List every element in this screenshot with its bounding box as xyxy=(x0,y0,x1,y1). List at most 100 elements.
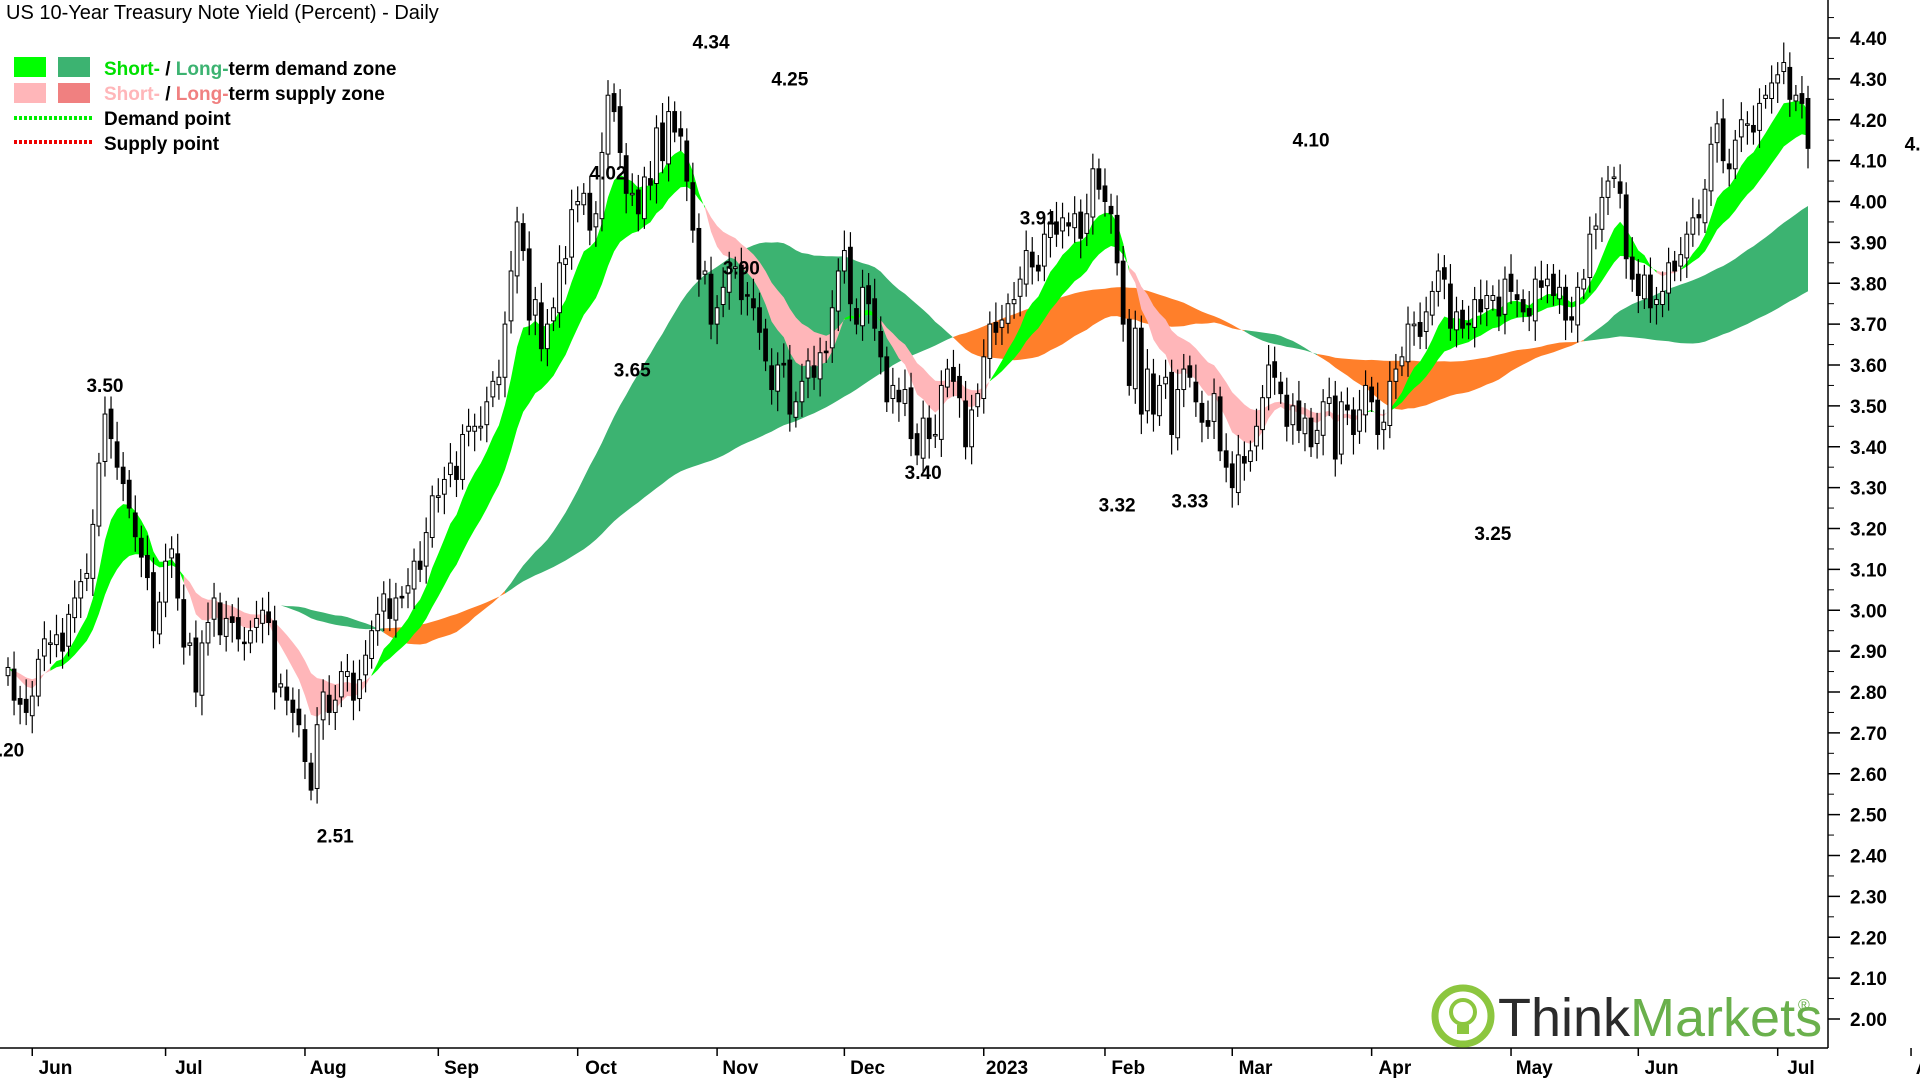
candle-body xyxy=(54,634,59,646)
y-tick-label: 3.90 xyxy=(1850,233,1887,254)
candle-body xyxy=(1351,409,1356,435)
y-tick-label: 2.20 xyxy=(1850,928,1887,949)
y-tick-label: 2.40 xyxy=(1850,847,1887,868)
candle-body xyxy=(1605,180,1611,198)
candle-body xyxy=(1526,308,1532,317)
candle-body xyxy=(1326,397,1332,404)
candle-body xyxy=(1441,267,1447,280)
y-tick-label: 2.70 xyxy=(1850,724,1887,745)
price-annotations: .20 3.50 2.51 4.02 3.65 4.34 3.90 4.25 3.40 3.91 3… xyxy=(0,33,1920,848)
y-tick-label: 2.10 xyxy=(1850,969,1887,990)
legend-short-supply-label: Short- xyxy=(104,84,160,105)
candle-body xyxy=(357,679,362,700)
candle-body xyxy=(1157,384,1162,417)
candle-body xyxy=(708,273,714,325)
candle-body xyxy=(1345,404,1350,411)
candle-body xyxy=(411,560,417,590)
candle-body xyxy=(872,298,878,329)
candle-body xyxy=(229,616,235,624)
y-tick-label: 3.40 xyxy=(1850,438,1887,459)
y-tick-label: 4.40 xyxy=(1850,29,1887,50)
candle-body xyxy=(538,302,544,350)
candle-body xyxy=(1241,456,1247,464)
long-term-zone xyxy=(1317,339,1584,410)
candle-body xyxy=(1120,260,1126,325)
candle-body xyxy=(1648,274,1653,309)
candle-body xyxy=(460,433,465,480)
candle-body xyxy=(1029,251,1035,268)
candle-body xyxy=(1387,380,1393,426)
candle-body xyxy=(248,630,253,644)
lightbulb-icon xyxy=(1431,984,1495,1048)
candle-body xyxy=(1769,82,1775,99)
candle-body xyxy=(599,151,605,220)
candle-body xyxy=(429,495,435,538)
candle-body xyxy=(575,201,581,206)
candle-body xyxy=(1011,299,1017,305)
candle-body xyxy=(1623,194,1629,260)
short-term-zone xyxy=(371,150,705,676)
candle-body xyxy=(1035,264,1041,272)
short-term-zone xyxy=(50,504,184,671)
candle-body xyxy=(932,433,938,437)
y-tick-label: 3.50 xyxy=(1850,397,1887,418)
candle-body xyxy=(1393,368,1399,382)
candle-body xyxy=(757,307,762,333)
long-term-zone xyxy=(1244,330,1318,356)
candle-body xyxy=(951,366,956,382)
legend-long-label: Long- xyxy=(176,59,229,80)
x-tick-label: Jun xyxy=(1645,1058,1679,1079)
candle-body xyxy=(732,266,738,270)
candle-body xyxy=(1151,373,1156,415)
x-tick-label: Sep xyxy=(444,1058,479,1079)
legend-swatch-long-supply xyxy=(58,83,90,103)
y-tick-label: 4.20 xyxy=(1850,111,1887,132)
candle-body xyxy=(508,270,514,322)
candle-body xyxy=(284,686,290,701)
candle-body xyxy=(672,111,678,133)
candle-body xyxy=(66,613,71,647)
candle-body xyxy=(1514,294,1520,301)
candle-body xyxy=(654,127,659,185)
candle-body xyxy=(1478,299,1484,313)
candle-body xyxy=(338,671,344,698)
candle-body xyxy=(902,389,908,404)
candle-body xyxy=(448,462,453,476)
candle-body xyxy=(587,192,593,231)
candle-body xyxy=(1169,371,1175,435)
price-annotation: 3.40 xyxy=(905,463,942,484)
x-tick-label: Jul xyxy=(175,1058,202,1079)
candle-body xyxy=(381,593,387,612)
candle-body xyxy=(1229,463,1235,489)
candle-body xyxy=(302,729,308,762)
candle-body xyxy=(11,668,17,701)
y-tick-label: 3.30 xyxy=(1850,479,1887,500)
candle-body xyxy=(1472,299,1478,328)
candle-body xyxy=(793,401,799,418)
candle-body xyxy=(1205,420,1211,427)
candle-body xyxy=(520,223,526,252)
candle-body xyxy=(1284,394,1290,427)
candle-body xyxy=(611,93,617,113)
price-annotation: 3.90 xyxy=(723,258,760,279)
candle-body xyxy=(1132,327,1138,390)
candle-body xyxy=(751,298,756,309)
candle-body xyxy=(1102,185,1108,202)
candle-body xyxy=(399,595,405,599)
x-tick-label: Mar xyxy=(1239,1058,1273,1079)
candle-body xyxy=(151,572,156,632)
candle-body xyxy=(1193,381,1199,403)
candle-body xyxy=(1460,309,1465,329)
candle-body xyxy=(272,620,278,693)
candle-body xyxy=(417,560,423,570)
y-tick-label: 3.80 xyxy=(1850,274,1887,295)
brand-wordmark: ThinkMarkets xyxy=(1498,988,1822,1048)
candle-body xyxy=(1217,396,1223,452)
candle-body xyxy=(1375,399,1381,435)
candle-body xyxy=(423,532,429,567)
candle-body xyxy=(848,246,853,305)
brand-registered: ® xyxy=(1798,997,1810,1014)
candle-body xyxy=(1708,143,1714,192)
candle-body xyxy=(114,441,120,468)
price-annotation: 4.34 xyxy=(693,33,730,54)
